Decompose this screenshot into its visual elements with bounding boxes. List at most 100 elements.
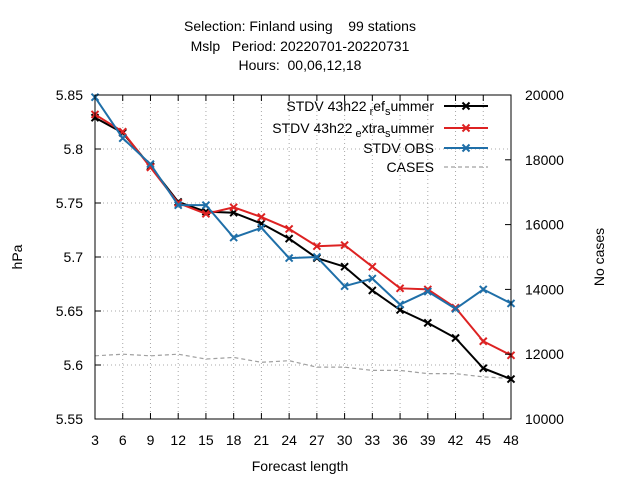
- x-tick-label: 18: [226, 432, 242, 448]
- title-line-1: Selection: Finland using 99 stations: [184, 18, 416, 34]
- data-point: [479, 337, 488, 346]
- y2-tick-label: 18000: [525, 152, 564, 168]
- legend-label-part: ummer: [390, 98, 434, 114]
- legend-label-main: STDV 43h22: [286, 98, 366, 114]
- series-2: [90, 92, 516, 314]
- y2-axis-label: No cases: [591, 228, 607, 286]
- y2-tick-label: 16000: [525, 217, 564, 233]
- legend-label-main: CASES: [387, 159, 434, 175]
- data-point: [340, 262, 349, 271]
- legend-label-part: r: [370, 106, 374, 118]
- legend-marker: [461, 123, 471, 133]
- y2-tick-label: 10000: [525, 411, 564, 427]
- x-tick-label: 39: [420, 432, 436, 448]
- series-line: [94, 113, 512, 357]
- x-tick-label: 30: [337, 432, 353, 448]
- y-tick-label: 5.85: [56, 87, 83, 103]
- legend-marker: [461, 143, 471, 153]
- data-point: [201, 200, 211, 210]
- data-point: [146, 159, 155, 169]
- data-point: [284, 224, 294, 234]
- y-tick-label: 5.55: [56, 411, 83, 427]
- legend-label-part: e: [355, 128, 361, 140]
- data-point: [451, 333, 460, 343]
- data-point: [423, 318, 433, 328]
- series-0: [90, 113, 516, 384]
- data-point: [257, 212, 266, 222]
- legend-label-part: ef: [373, 98, 385, 114]
- x-tick-label: 24: [281, 432, 297, 448]
- y-tick-label: 5.7: [64, 249, 84, 265]
- data-point: [368, 286, 377, 295]
- legend-label-part: s: [385, 106, 391, 118]
- y-axis-label: hPa: [9, 244, 25, 269]
- legend-label-main: STDV OBS: [363, 140, 434, 156]
- data-point: [201, 209, 211, 219]
- series-3: [94, 353, 512, 380]
- data-point: [368, 262, 377, 271]
- legend-entry: CASES: [387, 159, 488, 175]
- data-point: [368, 274, 377, 283]
- legend-label-part: s: [385, 128, 391, 140]
- y-tick-label: 5.6: [64, 357, 84, 373]
- y2-tick-label: 14000: [525, 281, 564, 297]
- legend-entry: STDV 43h22 refsummer: [286, 98, 488, 118]
- x-tick-label: 36: [392, 432, 408, 448]
- title-line-2: Mslp Period: 20220701-20220731: [191, 38, 410, 54]
- y-tick-label: 5.8: [64, 141, 84, 157]
- x-axis-label: Forecast length: [252, 458, 349, 474]
- series-line: [94, 116, 512, 380]
- legend-entry: STDV 43h22 extrasummer: [272, 120, 488, 140]
- data-point: [451, 304, 460, 314]
- legend-label: CASES: [387, 159, 434, 175]
- series-line: [94, 353, 512, 380]
- legend-label: STDV 43h22 refsummer: [286, 98, 434, 118]
- x-tick-label: 6: [119, 432, 127, 448]
- x-tick-label: 48: [503, 432, 519, 448]
- data-point: [312, 252, 322, 262]
- x-tick-label: 3: [91, 432, 99, 448]
- title-line-3: Hours: 00,06,12,18: [239, 57, 362, 73]
- data-point: [229, 203, 238, 212]
- x-tick-label: 42: [448, 432, 464, 448]
- legend-entry: STDV OBS: [363, 140, 488, 156]
- data-point: [146, 163, 155, 172]
- data-point: [340, 281, 349, 291]
- x-tick-label: 12: [170, 432, 186, 448]
- x-tick-label: 21: [254, 432, 270, 448]
- x-tick-label: 9: [147, 432, 155, 448]
- axis-ticks: 3 6 9 12 15 18 21 24 27 30 33 36 39 42 45 485.555.65.65…: [56, 87, 564, 448]
- data-point: [479, 364, 488, 373]
- data-point: [423, 287, 433, 296]
- data-point: [395, 284, 405, 293]
- x-tick-label: 33: [365, 432, 381, 448]
- y2-tick-label: 20000: [525, 87, 564, 103]
- legend-label: STDV OBS: [363, 140, 434, 156]
- y-tick-label: 5.65: [56, 303, 83, 319]
- y2-tick-label: 12000: [525, 346, 564, 362]
- legend-label-part: ummer: [390, 120, 434, 136]
- data-point: [284, 234, 294, 243]
- series-line: [94, 96, 512, 311]
- data-point: [395, 300, 405, 309]
- series-layer: [90, 92, 516, 384]
- data-point: [312, 241, 322, 251]
- legend-label-part: xtra: [362, 120, 386, 136]
- legend-label-main: STDV 43h22: [272, 120, 352, 136]
- legend-label: STDV 43h22 extrasummer: [272, 120, 434, 140]
- data-point: [284, 253, 294, 263]
- x-tick-label: 15: [198, 432, 214, 448]
- chart-title: Selection: Finland using 99 stations Msl…: [184, 18, 416, 73]
- data-point: [118, 133, 127, 143]
- x-tick-label: 27: [309, 432, 325, 448]
- data-point: [340, 240, 349, 250]
- data-point: [257, 223, 266, 233]
- x-tick-label: 45: [475, 432, 491, 448]
- data-point: [479, 285, 488, 294]
- y-tick-label: 5.75: [56, 195, 83, 211]
- data-point: [229, 233, 238, 242]
- data-point: [173, 200, 183, 210]
- legend-marker: [461, 101, 471, 111]
